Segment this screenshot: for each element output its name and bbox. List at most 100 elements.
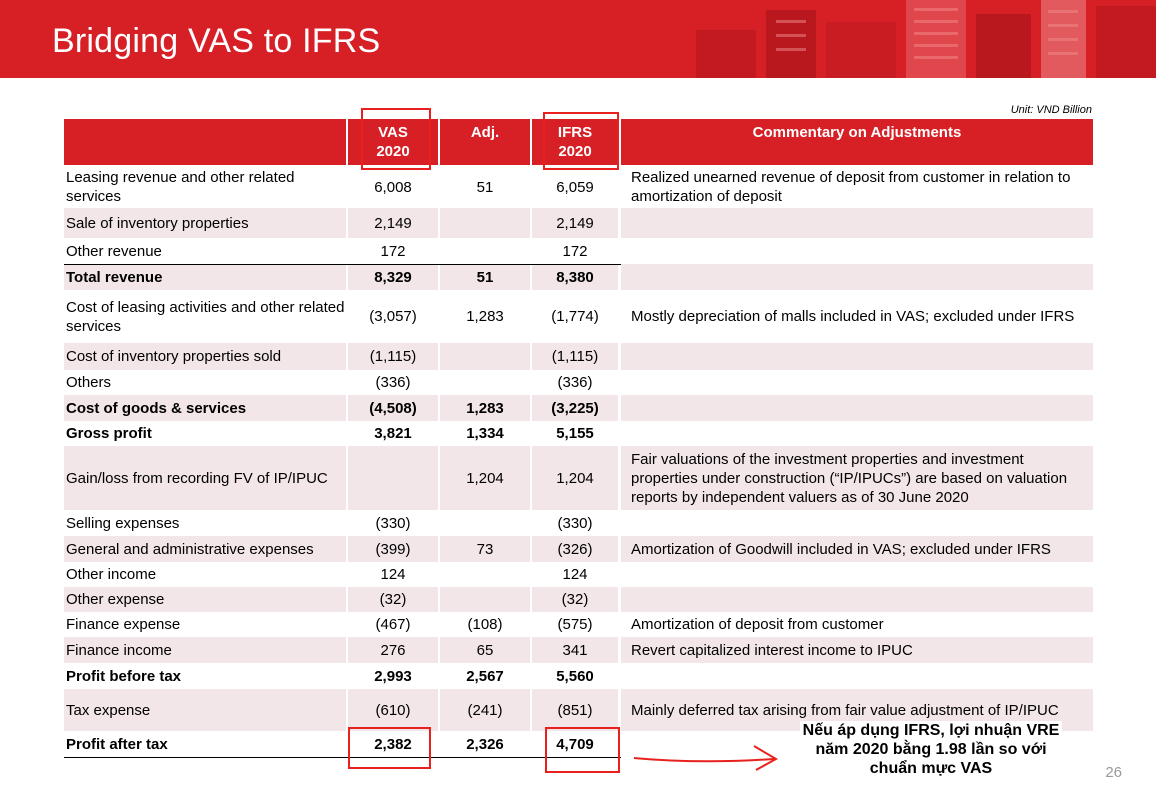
header-adj-text: Adj. <box>470 124 500 141</box>
highlight-box-vas-header <box>361 108 431 170</box>
row-adj-value: 2,326 <box>466 735 504 753</box>
row-adj-value: 1,204 <box>440 446 530 510</box>
header-vas-line1: VAS <box>378 124 408 141</box>
row-label: Leasing revenue and other related servic… <box>66 169 295 205</box>
header-commentary: Commentary on Adjustments <box>621 119 1093 165</box>
row-label: Cost of inventory properties sold <box>64 343 346 370</box>
row-vas-value: 8,329 <box>348 264 438 290</box>
row-adj-value: 1,283 <box>466 308 504 325</box>
row-vas-value: (4,508) <box>348 395 438 421</box>
row-ifrs-value: (330) <box>557 514 593 532</box>
header-ifrs: IFRS 2020 <box>532 119 618 165</box>
row-label: Cost of leasing activities and other rel… <box>66 298 345 335</box>
table-row: Total revenue 8,329 51 8,380 <box>64 264 1093 290</box>
row-ifrs-value: 6,059 <box>556 178 594 196</box>
row-label: General and administrative expenses <box>64 536 346 562</box>
unit-label: Unit: VND Billion <box>1010 104 1092 116</box>
row-vas-value: (32) <box>348 587 438 612</box>
header-ifrs-line1: IFRS <box>557 124 593 141</box>
row-vas-value <box>348 446 438 510</box>
row-ifrs-value: (336) <box>557 374 593 391</box>
row-vas-value: 172 <box>380 242 406 260</box>
row-label: Cost of goods & services <box>64 395 346 421</box>
table-row: Other revenue 172 172 <box>64 238 1093 264</box>
arrow-icon <box>633 745 779 771</box>
row-label: Profit before tax <box>66 667 182 685</box>
row-commentary <box>621 587 1093 612</box>
row-label: Finance expense <box>66 616 181 633</box>
row-ifrs-value: 1,204 <box>532 446 618 510</box>
highlight-box-vas-profit <box>348 727 431 769</box>
table-row: Leasing revenue and other related servic… <box>64 166 1093 208</box>
row-adj-value <box>440 208 530 238</box>
header-commentary-text: Commentary on Adjustments <box>752 124 962 141</box>
row-label: Total revenue <box>64 264 346 290</box>
row-adj-value: 2,567 <box>466 667 504 685</box>
slide-header: Bridging VAS to IFRS <box>0 0 1156 78</box>
row-commentary: Amortization of Goodwill included in VAS… <box>621 536 1093 562</box>
row-adj-value <box>440 562 530 587</box>
slide-title: Bridging VAS to IFRS <box>52 22 381 60</box>
row-ifrs-value: (575) <box>557 616 593 633</box>
row-commentary: Fair valuations of the investment proper… <box>621 446 1093 510</box>
table-row: Cost of leasing activities and other rel… <box>64 290 1093 343</box>
row-adj-value: 1,283 <box>440 395 530 421</box>
table-row: Profit after tax 2,382 2,326 4,709 <box>64 731 1093 757</box>
row-commentary <box>621 264 1093 290</box>
row-adj-value: 73 <box>440 536 530 562</box>
annotation-note: Nếu áp dụng IFRS, lợi nhuận VRE năm 2020… <box>800 721 1062 778</box>
row-commentary: Mostly depreciation of malls included in… <box>631 308 1075 325</box>
row-vas-value: (1,115) <box>348 343 438 370</box>
row-label: Sale of inventory properties <box>64 208 346 238</box>
row-adj-value: 65 <box>440 637 530 663</box>
table-row: General and administrative expenses (399)… <box>64 536 1093 562</box>
row-vas-value: 6,008 <box>374 178 412 196</box>
table-row: Others (336) (336) <box>64 370 1093 395</box>
row-vas-value: 2,382 <box>374 735 412 753</box>
row-commentary <box>621 395 1093 421</box>
row-ifrs-value: 172 <box>562 242 588 260</box>
subtotal-divider <box>64 264 621 265</box>
row-vas-value: (467) <box>375 616 411 633</box>
row-ifrs-value: (326) <box>532 536 618 562</box>
row-vas-value: (399) <box>348 536 438 562</box>
table-row: Gain/loss from recording FV of IP/IPUC 1,… <box>64 446 1093 510</box>
row-commentary <box>621 208 1093 238</box>
row-adj-value <box>440 370 530 395</box>
row-adj-value <box>440 587 530 612</box>
row-adj-value: 51 <box>476 178 494 196</box>
header-ifrs-line2: 2020 <box>558 143 592 160</box>
row-label: Other income <box>66 566 157 583</box>
row-commentary: Revert capitalized interest income to IP… <box>621 637 1093 663</box>
row-adj-value <box>440 343 530 370</box>
table-row: Finance income 276 65 341 Revert capitalized… <box>64 637 1093 663</box>
row-ifrs-value: 124 <box>562 566 588 583</box>
row-commentary <box>621 663 1093 689</box>
table-row: Cost of goods & services (4,508) 1,283 (3,2… <box>64 395 1093 421</box>
table-row: Finance expense (467) (108) (575) Amortizati… <box>64 612 1093 637</box>
table-row: Selling expenses (330) (330) <box>64 510 1093 536</box>
row-label: Tax expense <box>64 689 346 731</box>
row-adj-value: 1,334 <box>466 425 504 442</box>
row-ifrs-value: 5,560 <box>556 667 594 685</box>
table-bottom-line <box>64 757 621 758</box>
row-adj-value: (241) <box>440 689 530 731</box>
row-ifrs-value: 341 <box>532 637 618 663</box>
row-vas-value: 124 <box>380 566 406 583</box>
row-commentary <box>621 562 1093 587</box>
table-row: Other income 124 124 <box>64 562 1093 587</box>
row-label: Other expense <box>64 587 346 612</box>
table-row: Gross profit 3,821 1,334 5,155 <box>64 421 1093 446</box>
header-vas-line2: 2020 <box>376 143 410 160</box>
highlight-box-ifrs-profit <box>545 727 620 773</box>
header-vas: VAS 2020 <box>348 119 438 165</box>
row-vas-value: 2,149 <box>348 208 438 238</box>
row-ifrs-value: 4,709 <box>556 735 594 753</box>
header-adj: Adj. <box>440 119 530 165</box>
table-row: Other expense (32) (32) <box>64 587 1093 612</box>
row-commentary: Amortization of deposit from customer <box>631 616 884 633</box>
row-ifrs-value: 5,155 <box>556 425 594 442</box>
row-ifrs-value: (1,115) <box>532 343 618 370</box>
row-label: Other revenue <box>66 242 162 260</box>
row-commentary <box>621 421 1093 446</box>
